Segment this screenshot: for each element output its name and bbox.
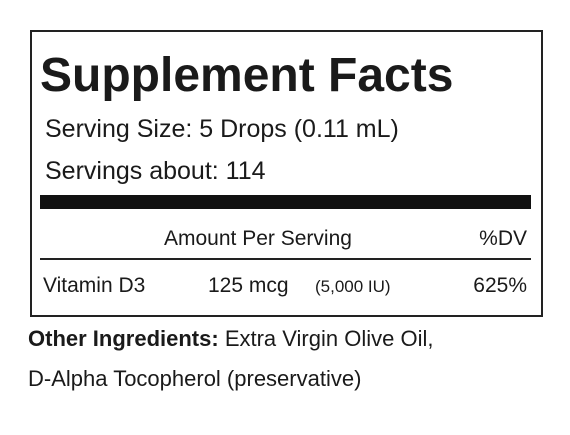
thick-rule <box>40 195 531 209</box>
header-amount: Amount Per Serving <box>164 227 352 250</box>
header-dv: %DV <box>479 227 527 250</box>
other-ingredients: Other Ingredients: Extra Virgin Olive Oi… <box>28 326 433 352</box>
nutrient-amount: 125 mcg <box>208 274 289 297</box>
facts-box <box>30 30 543 317</box>
title: Supplement Facts <box>40 49 454 102</box>
other-line: Extra Virgin Olive Oil, <box>224 326 434 351</box>
servings: Servings about: 114 <box>45 157 266 185</box>
nutrient-name: Vitamin D3 <box>43 274 146 297</box>
nutrient-dv: 625% <box>473 274 527 297</box>
other-line: D-Alpha Tocopherol (preservative) <box>28 366 362 391</box>
serving-size: Serving Size: 5 Drops (0.11 mL) <box>45 115 399 143</box>
nutrient-iu: (5,000 IU) <box>315 277 391 296</box>
other-label: Other Ingredients: <box>28 326 219 351</box>
thin-rule <box>40 258 531 260</box>
